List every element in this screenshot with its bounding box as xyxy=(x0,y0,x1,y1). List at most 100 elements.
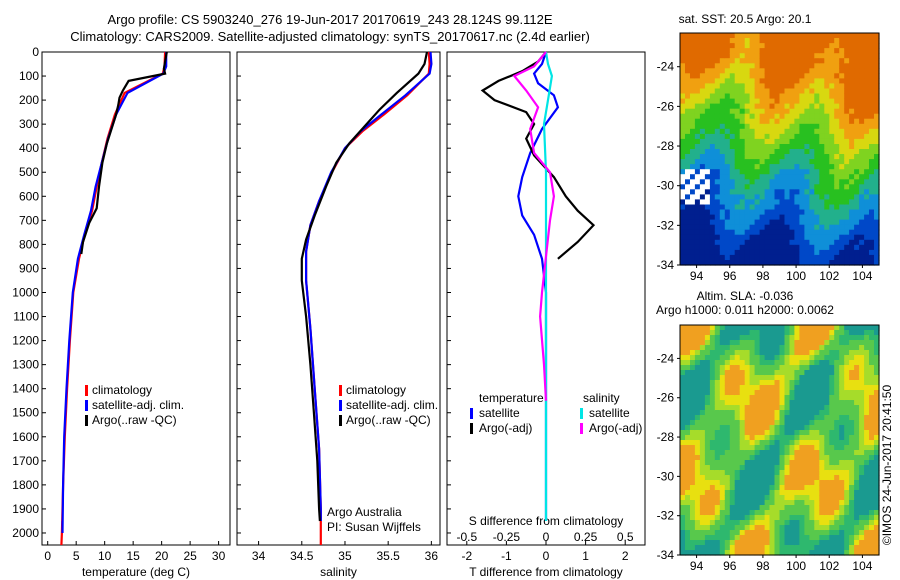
map-cell xyxy=(685,475,691,481)
map-cell xyxy=(874,350,880,356)
map-cell xyxy=(749,83,756,89)
map-cell xyxy=(809,460,815,466)
map-cell xyxy=(824,194,830,200)
map-cell xyxy=(690,184,696,190)
map-cell xyxy=(749,335,756,341)
map-cell xyxy=(809,128,815,135)
map-cell xyxy=(824,83,830,89)
legend-label: Argo(-adj) xyxy=(589,421,642,435)
map-cell xyxy=(774,465,781,471)
map-cell xyxy=(824,199,830,205)
map-cell xyxy=(784,525,791,531)
map-cell xyxy=(794,113,800,120)
map-cell xyxy=(680,405,686,411)
map-cell xyxy=(844,38,850,44)
map-cell xyxy=(834,415,840,421)
map-cell xyxy=(804,325,810,331)
map-cell xyxy=(869,365,875,371)
map-cell xyxy=(764,199,771,205)
map-cell xyxy=(839,445,845,451)
map-cell xyxy=(859,330,865,336)
map-cell xyxy=(814,325,820,331)
map-cell xyxy=(774,355,781,361)
map-cell xyxy=(829,169,835,175)
map-cell xyxy=(859,48,865,54)
map-cell xyxy=(874,43,880,49)
map-cell xyxy=(759,410,766,416)
map-cell xyxy=(829,330,835,336)
map-cell xyxy=(709,330,716,336)
map-cell xyxy=(739,485,746,491)
map-cell xyxy=(724,209,731,216)
map-cell xyxy=(769,174,776,180)
map-cell xyxy=(784,159,791,165)
map-cell xyxy=(799,164,805,170)
map-cell xyxy=(859,83,865,89)
map-cell xyxy=(734,485,741,491)
map-cell xyxy=(794,68,800,74)
map-cell xyxy=(759,460,766,466)
map-cell xyxy=(814,159,820,165)
map-cell xyxy=(834,164,840,170)
map-cell xyxy=(839,78,845,84)
map-cell xyxy=(680,380,686,386)
map-cell xyxy=(859,465,865,471)
map-cell xyxy=(804,500,810,506)
x-tick-label: 98 xyxy=(756,269,770,283)
map-cell xyxy=(744,144,751,150)
map-cell xyxy=(764,239,771,246)
map-cell xyxy=(685,515,691,521)
map-cell xyxy=(694,365,701,371)
map-cell xyxy=(704,128,711,135)
map-cell xyxy=(854,500,860,506)
map-cell xyxy=(680,465,686,471)
map-cell xyxy=(854,174,860,180)
map-cell xyxy=(814,470,820,476)
map-cell xyxy=(824,530,830,536)
map-cell xyxy=(719,48,726,54)
map-cell xyxy=(759,490,766,496)
map-cell xyxy=(779,355,786,361)
map-cell xyxy=(859,194,865,200)
map-cell xyxy=(749,405,756,411)
map-cell xyxy=(789,149,796,155)
map-cell xyxy=(699,260,706,266)
map-cell xyxy=(799,38,805,44)
map-cell xyxy=(809,98,815,105)
map-cell xyxy=(804,48,810,54)
map-cell xyxy=(814,500,820,506)
map-cell xyxy=(859,33,865,39)
map-cell xyxy=(714,435,721,441)
top-x-tick-label: 0.25 xyxy=(574,530,598,544)
map-cell xyxy=(709,530,716,536)
map-cell xyxy=(729,430,736,436)
map-cell xyxy=(779,229,786,236)
map-cell xyxy=(829,209,835,216)
map-cell xyxy=(719,460,726,466)
map-cell xyxy=(709,475,716,481)
map-cell xyxy=(834,355,840,361)
map-cell xyxy=(859,108,865,115)
map-cell xyxy=(744,128,751,135)
map-cell xyxy=(869,370,875,376)
map-cell xyxy=(824,184,830,190)
map-cell xyxy=(864,475,870,481)
map-cell xyxy=(744,385,751,391)
map-cell xyxy=(839,345,845,351)
map-cell xyxy=(864,169,870,175)
map-cell xyxy=(729,490,736,496)
map-cell xyxy=(709,325,716,331)
map-cell xyxy=(734,164,741,170)
map-cell xyxy=(834,43,840,49)
map-cell xyxy=(769,470,776,476)
map-cell xyxy=(829,53,835,59)
map-cell xyxy=(754,239,761,246)
map-cell xyxy=(764,465,771,471)
map-cell xyxy=(829,325,835,331)
map-cell xyxy=(814,234,820,241)
map-cell xyxy=(809,365,815,371)
map-cell xyxy=(699,430,706,436)
map-cell xyxy=(690,505,696,511)
map-cell xyxy=(779,470,786,476)
map-cell xyxy=(774,410,781,416)
